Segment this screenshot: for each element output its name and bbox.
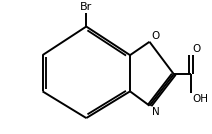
Text: N: N	[152, 107, 159, 117]
Text: O: O	[192, 44, 201, 55]
Text: Br: Br	[80, 2, 92, 12]
Text: OH: OH	[192, 94, 208, 104]
Text: O: O	[152, 31, 160, 40]
